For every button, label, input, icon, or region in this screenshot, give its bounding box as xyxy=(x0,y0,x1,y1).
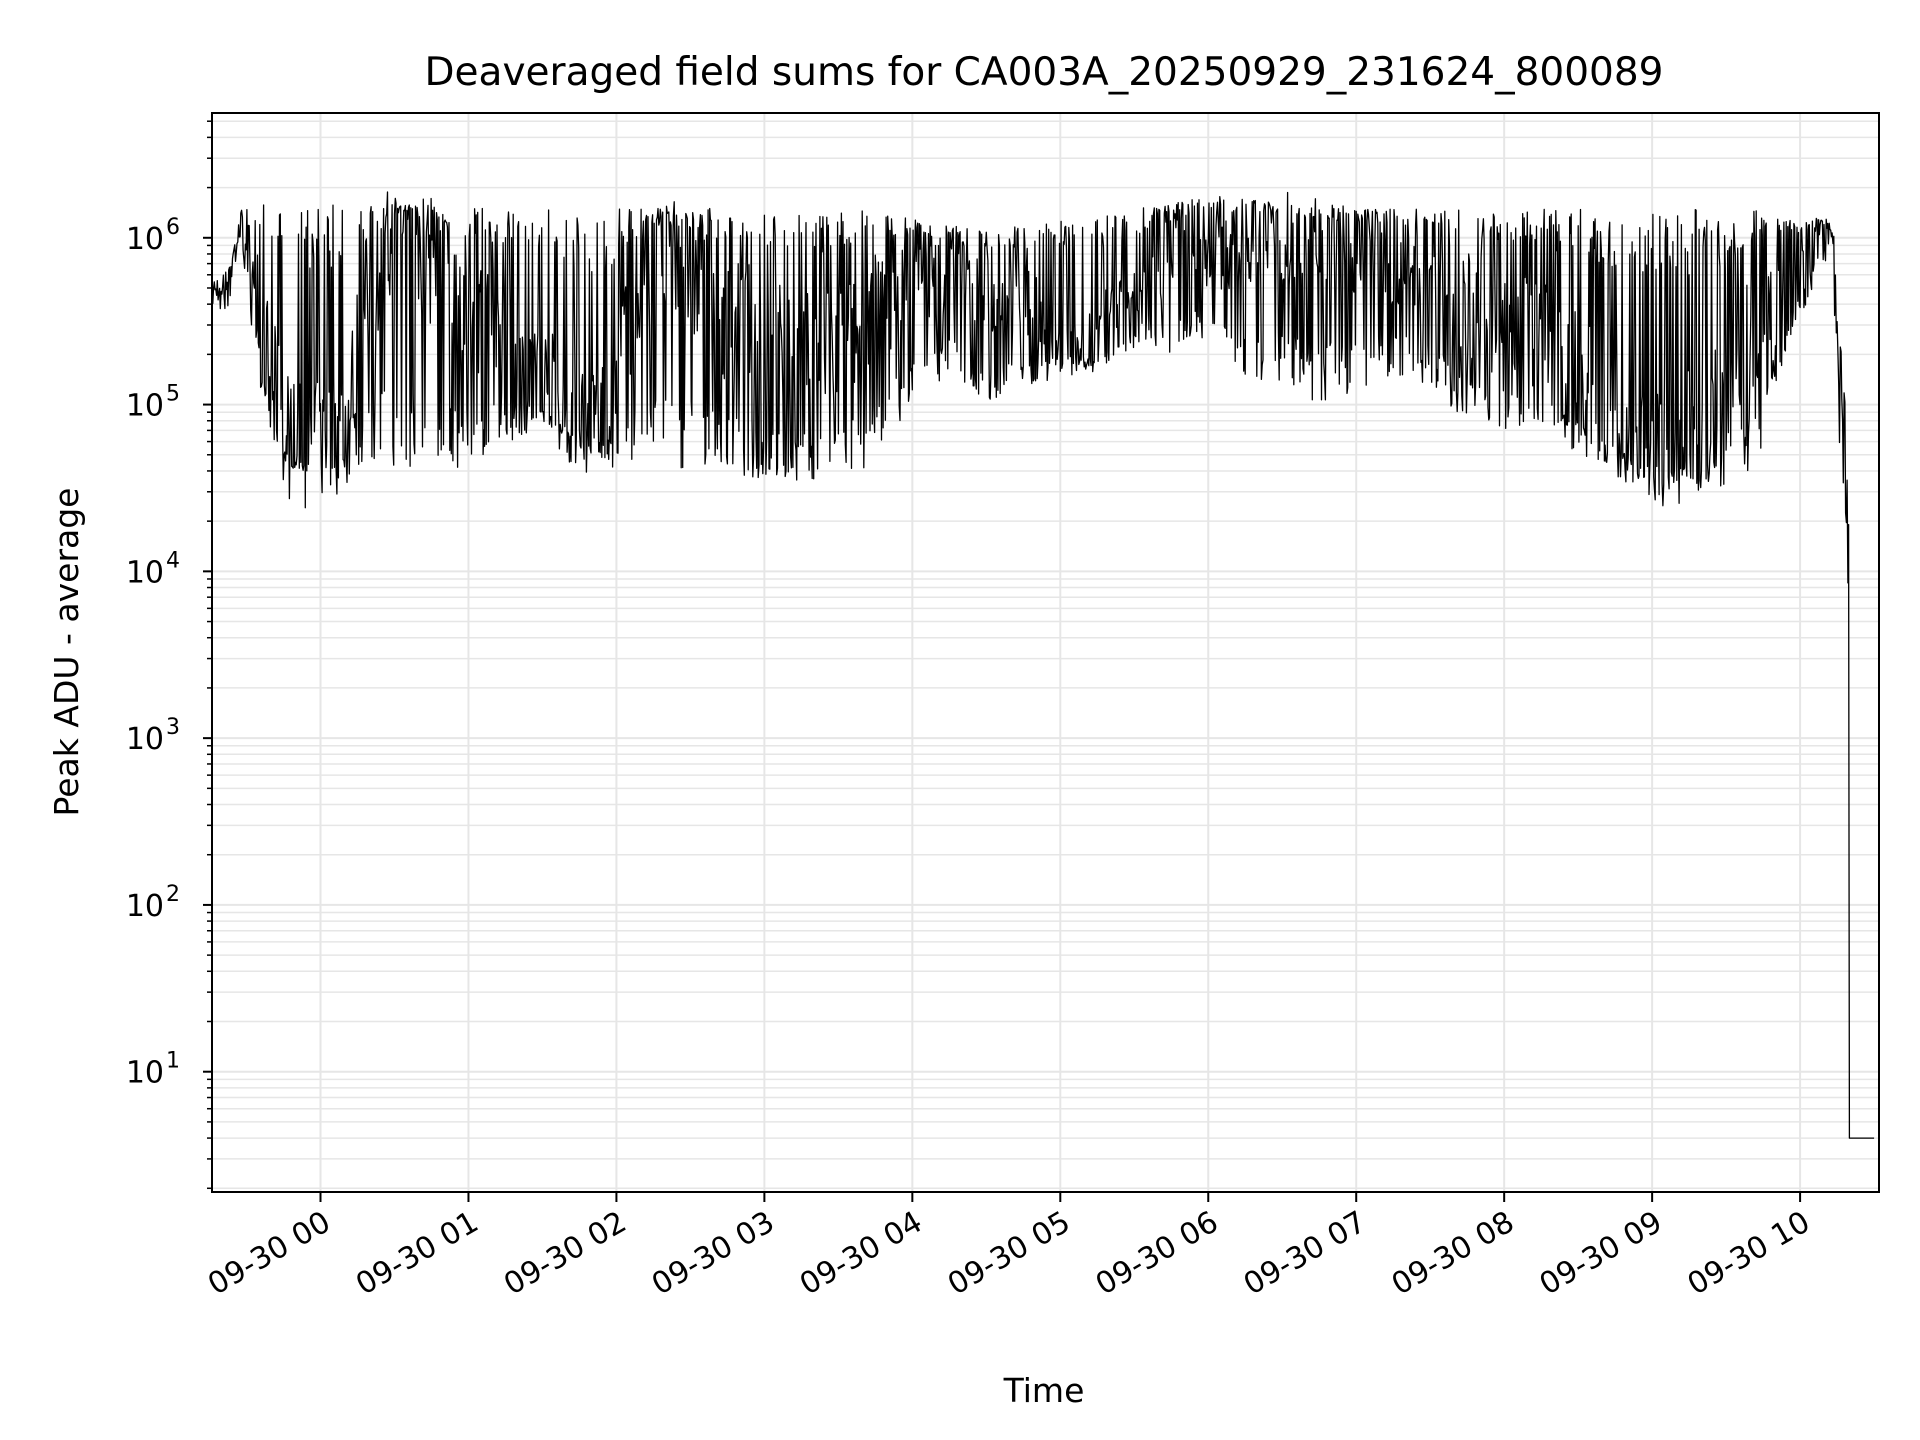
y-tick-label-exponent: 2 xyxy=(166,882,180,907)
y-tick-label-exponent: 3 xyxy=(166,715,180,740)
y-tick-label-exponent: 6 xyxy=(166,215,180,240)
y-tick-label: 10 xyxy=(126,222,164,257)
x-axis-label: Time xyxy=(1003,1371,1085,1410)
series-line-path xyxy=(211,191,1875,1139)
chart-title: Deaveraged field sums for CA003A_2025092… xyxy=(425,50,1664,95)
y-tick-label: 10 xyxy=(126,1056,164,1091)
y-tick-label: 10 xyxy=(126,389,164,424)
series-line xyxy=(211,191,1875,1139)
y-tick-label: 10 xyxy=(126,889,164,924)
y-axis-label: Peak ADU - average xyxy=(47,488,86,817)
y-tick-label: 10 xyxy=(126,722,164,757)
plot-area-frame xyxy=(211,112,1880,1193)
y-tick-label-exponent: 5 xyxy=(166,382,180,407)
y-tick-label-exponent: 1 xyxy=(166,1049,180,1074)
y-tick-label: 10 xyxy=(126,555,164,590)
y-tick-label-exponent: 4 xyxy=(166,548,180,573)
